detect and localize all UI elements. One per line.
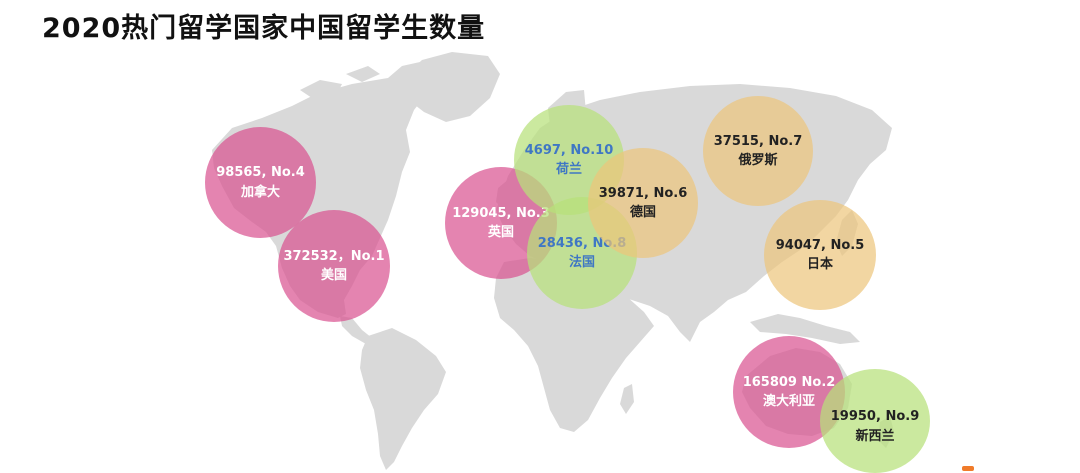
north-america-landmass	[212, 62, 436, 318]
france-country-label: 法国	[568, 255, 595, 270]
bubble-usa: 372532，No.1 美国	[278, 210, 390, 322]
south-america-landmass	[360, 328, 446, 470]
japan-value-label: 94047, No.5	[775, 237, 865, 253]
russia-value-label: 37515, No.7	[713, 133, 803, 149]
madagascar-landmass	[620, 384, 634, 414]
germany-country-label: 德国	[629, 205, 656, 220]
germany-value-label: 39871, No.6	[598, 185, 688, 201]
japan-country-label: 日本	[806, 257, 833, 272]
usa-country-label: 美国	[320, 268, 347, 283]
uk-country-label: 英国	[487, 225, 514, 240]
netherlands-value-label: 4697, No.10	[524, 142, 614, 158]
australia-country-label: 澳大利亚	[762, 394, 815, 409]
africa-landmass	[494, 258, 654, 432]
bubble-russia: 37515, No.7 俄罗斯	[703, 96, 813, 206]
bubble-japan: 94047, No.5 日本	[764, 200, 876, 310]
canada-value-label: 98565, No.4	[216, 165, 305, 180]
canada-country-label: 加拿大	[240, 184, 280, 200]
greenland-landmass	[400, 52, 500, 122]
australia-value-label: 165809 No.2	[742, 374, 836, 390]
bubble-germany: 39871, No.6 德国	[588, 148, 698, 258]
bubble-canada: 98565, No.4 加拿大	[205, 127, 316, 238]
central-america-landmass	[340, 316, 372, 344]
usa-value-label: 372532，No.1	[283, 248, 385, 264]
arctic-islands	[300, 66, 380, 98]
netherlands-country-label: 荷兰	[555, 162, 582, 177]
uk-value-label: 129045, No.3	[452, 205, 550, 221]
bubble-newzealand: 19950, No.9 新西兰	[820, 369, 930, 473]
bubble-france: 28436, No.8 法国	[527, 197, 637, 309]
page-title: 2020热门留学国家中国留学生数量	[42, 13, 486, 44]
newzealand-country-label: 新西兰	[855, 428, 895, 444]
southeast-asia-islands	[750, 314, 860, 344]
russia-country-label: 俄罗斯	[738, 153, 778, 168]
newzealand-value-label: 19950, No.9	[830, 409, 920, 424]
accent-mark	[962, 466, 974, 471]
